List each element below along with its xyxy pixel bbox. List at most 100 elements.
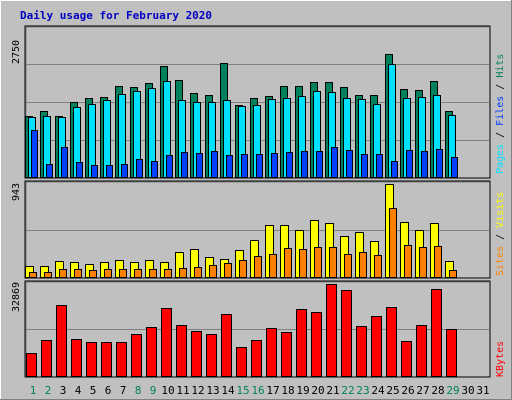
sites-bar <box>29 272 37 278</box>
kbytes-bar <box>206 334 217 377</box>
legend-sites: Sites <box>495 246 506 276</box>
sites-bar <box>299 249 307 278</box>
sites-bar <box>359 252 367 278</box>
day-label: 1 <box>30 384 37 397</box>
kbytes-bar <box>266 328 277 377</box>
kbytes-bar <box>41 340 52 377</box>
day-label: 31 <box>476 384 489 397</box>
kbytes-bar <box>236 347 247 377</box>
kbytes-bar <box>341 290 352 377</box>
kbytes-bar <box>311 312 322 377</box>
sites-bar <box>419 247 427 278</box>
middle-max-label: 943 <box>11 183 22 201</box>
top-legend: Pages / Files / Hits <box>495 54 506 174</box>
day-label: 16 <box>251 384 264 397</box>
pages-bar <box>121 164 128 178</box>
pages-bar <box>226 155 233 178</box>
sites-bar <box>44 272 52 278</box>
pages-bar <box>406 150 413 178</box>
kbytes-bar <box>281 332 292 377</box>
day-label: 20 <box>311 384 324 397</box>
kbytes-bar <box>116 342 127 377</box>
pages-bar <box>166 155 173 178</box>
sites-bar <box>149 269 157 278</box>
kbytes-bar <box>401 341 412 377</box>
pages-bar <box>331 147 338 178</box>
pages-bar <box>346 150 353 178</box>
sites-bar <box>404 245 412 278</box>
sites-bar <box>209 265 217 278</box>
day-label: 22 <box>341 384 354 397</box>
kbytes-bar <box>431 289 442 377</box>
day-label: 24 <box>371 384 385 397</box>
kbytes-bar <box>326 284 337 377</box>
kbytes-bar <box>221 314 232 377</box>
pages-bar <box>241 154 248 178</box>
day-label: 8 <box>135 384 142 397</box>
kbytes-bar <box>86 342 97 377</box>
pages-bar <box>181 152 188 178</box>
legend-kbytes: KBytes <box>495 341 506 377</box>
files-bar <box>388 64 396 178</box>
pages-bar <box>421 151 428 178</box>
day-label: 13 <box>206 384 219 397</box>
day-label: 11 <box>176 384 189 397</box>
day-label: 14 <box>221 384 235 397</box>
sites-bar <box>89 270 97 278</box>
day-label: 25 <box>386 384 399 397</box>
sites-bar <box>239 260 247 278</box>
pages-bar <box>196 153 203 178</box>
pages-bar <box>451 157 458 178</box>
kbytes-bar <box>191 331 202 377</box>
sites-bar <box>194 267 202 278</box>
day-label: 6 <box>105 384 112 397</box>
pages-bar <box>376 154 383 178</box>
pages-bar <box>361 154 368 178</box>
day-label: 28 <box>431 384 444 397</box>
kbytes-bar <box>131 334 142 377</box>
day-label: 5 <box>90 384 97 397</box>
kbytes-bar <box>356 326 367 377</box>
day-label: 19 <box>296 384 309 397</box>
day-label: 10 <box>161 384 174 397</box>
day-label: 3 <box>60 384 67 397</box>
day-label: 7 <box>120 384 127 397</box>
kbytes-bar <box>56 305 67 377</box>
pages-bar <box>61 147 68 178</box>
legend-visits: Visits <box>495 192 506 228</box>
pages-bar <box>286 152 293 178</box>
day-label: 4 <box>75 384 82 397</box>
kbytes-bar <box>416 325 427 377</box>
day-label: 23 <box>356 384 369 397</box>
pages-bar <box>76 162 83 178</box>
day-label: 18 <box>281 384 294 397</box>
legend-hits: Hits <box>495 54 506 78</box>
pages-bar <box>136 159 143 178</box>
pages-bar <box>31 130 38 178</box>
middle-legend: Sites / Visits <box>495 192 506 276</box>
kbytes-bar <box>176 325 187 377</box>
sites-bar <box>434 246 442 278</box>
sites-bar <box>134 269 142 278</box>
sites-bar <box>374 255 382 278</box>
sites-bar <box>119 269 127 278</box>
pages-bar <box>391 161 398 178</box>
sites-bar <box>59 269 67 278</box>
top-max-label: 2750 <box>11 40 22 64</box>
sites-bar <box>104 269 112 278</box>
sites-bar <box>224 263 232 278</box>
kbytes-bar <box>386 307 397 377</box>
day-label: 27 <box>416 384 429 397</box>
day-label: 2 <box>45 384 52 397</box>
kbytes-bar <box>371 316 382 377</box>
bottom-max-label: 32869 <box>11 282 22 312</box>
sites-bar <box>164 269 172 278</box>
sites-bar <box>314 247 322 278</box>
sites-bar <box>389 208 397 278</box>
legend-pages: Pages <box>495 144 506 174</box>
day-label: 29 <box>446 384 459 397</box>
day-label: 30 <box>461 384 474 397</box>
sites-bar <box>449 270 457 278</box>
pages-bar <box>301 151 308 178</box>
sites-bar <box>329 247 337 278</box>
